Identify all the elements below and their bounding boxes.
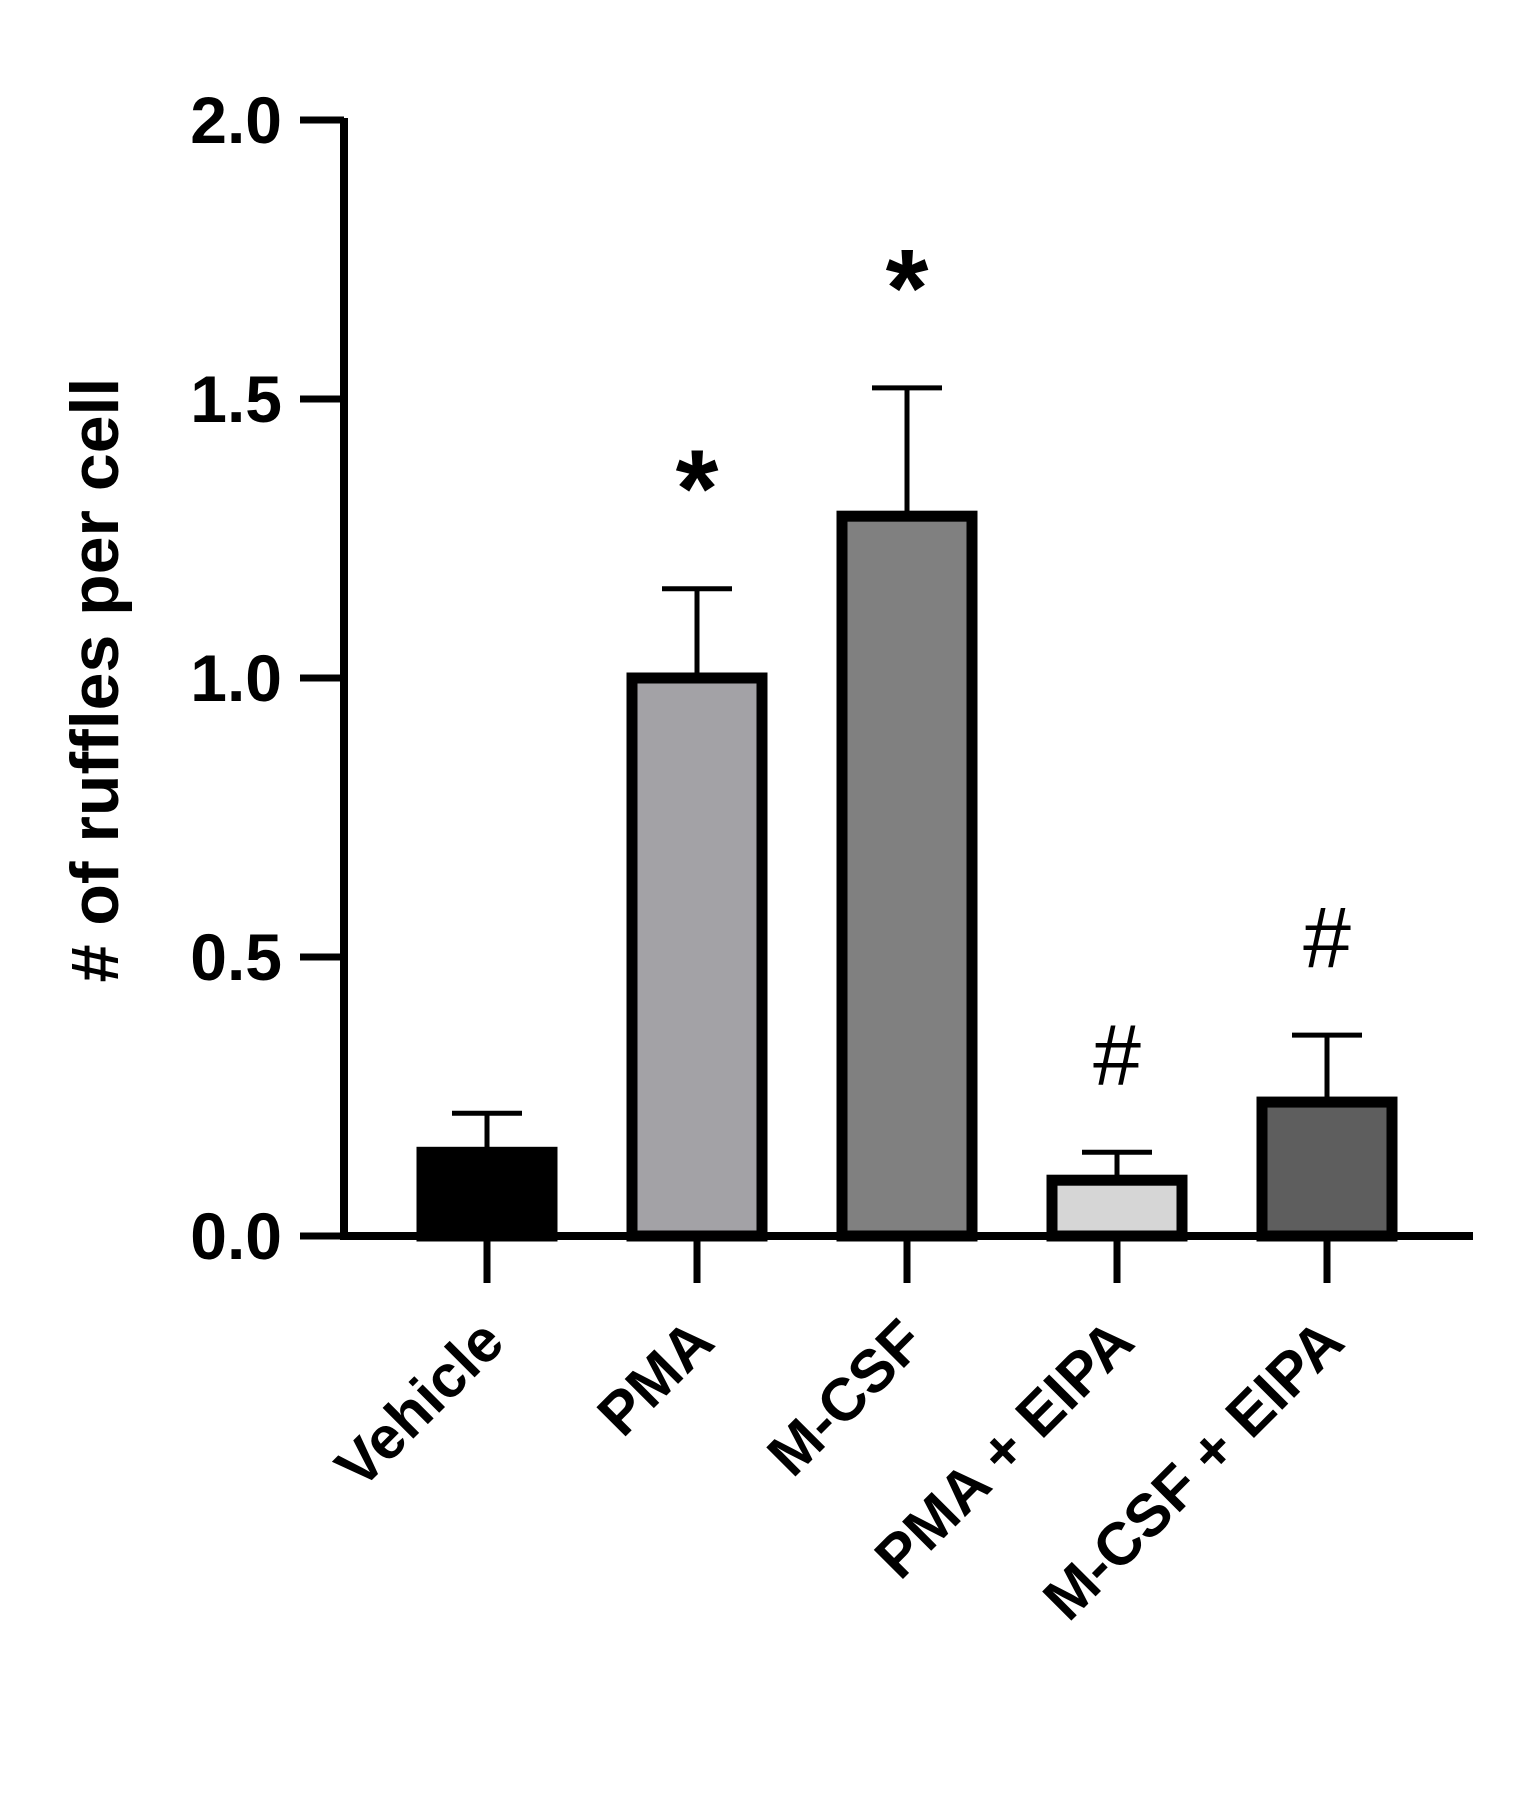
y-ticks-group: 0.0 0.5 1.0 1.5 2.0 xyxy=(190,83,344,1273)
significance-annotation-1: * xyxy=(676,428,719,551)
significance-annotation-2: * xyxy=(886,227,929,350)
bar-4 xyxy=(1256,1096,1398,1242)
error-bar-0 xyxy=(452,1110,522,1153)
bar-0 xyxy=(416,1146,558,1242)
error-bars-group xyxy=(452,385,1362,1181)
error-bar-1 xyxy=(662,586,732,678)
significance-annotation-3: # xyxy=(1093,1007,1141,1103)
bar-3 xyxy=(1046,1174,1188,1242)
bar-2 xyxy=(836,510,978,1242)
y-tick-label-2: 1.0 xyxy=(190,641,282,715)
y-tick-label-3: 1.5 xyxy=(190,362,282,436)
bars-group xyxy=(416,510,1398,1242)
significance-annotation-4: # xyxy=(1303,890,1351,986)
y-tick-label-4: 2.0 xyxy=(190,83,282,157)
x-tick-label-1: PMA xyxy=(585,1307,727,1449)
x-tick-label-0: Vehicle xyxy=(323,1307,517,1501)
y-axis-label: # of ruffles per cell xyxy=(57,378,133,983)
y-tick-label-1: 0.5 xyxy=(190,920,282,994)
x-tick-label-2: M-CSF xyxy=(754,1307,936,1489)
error-bar-2 xyxy=(872,385,942,517)
error-bar-3 xyxy=(1082,1149,1152,1181)
y-tick-label-0: 0.0 xyxy=(190,1199,282,1273)
annotations-group: * * # # xyxy=(676,227,1351,1103)
error-bar-4 xyxy=(1292,1032,1362,1103)
bar-1 xyxy=(626,672,768,1242)
